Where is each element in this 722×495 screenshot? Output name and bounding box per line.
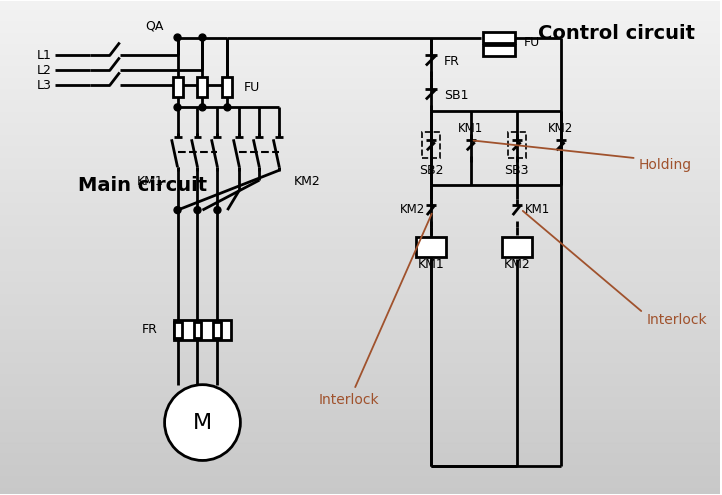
Text: KM2: KM2 (293, 175, 320, 188)
Circle shape (214, 206, 221, 213)
Text: FR: FR (142, 323, 157, 336)
Text: KM2: KM2 (400, 202, 425, 216)
Circle shape (224, 104, 231, 111)
Text: Control circuit: Control circuit (538, 24, 695, 43)
Bar (502, 237, 531, 257)
Text: KM1: KM1 (417, 258, 444, 271)
Text: SB3: SB3 (505, 164, 529, 177)
Text: KM1: KM1 (525, 202, 550, 216)
Text: Main circuit: Main circuit (78, 176, 207, 195)
Text: Interlock: Interlock (646, 313, 707, 327)
Circle shape (194, 206, 201, 213)
Text: FR: FR (444, 55, 460, 68)
Text: SB1: SB1 (444, 89, 469, 102)
Text: L3: L3 (37, 79, 52, 92)
Text: KM1: KM1 (458, 122, 484, 135)
Bar (416, 237, 446, 257)
Circle shape (174, 104, 181, 111)
Circle shape (199, 34, 206, 41)
Bar (483, 45, 515, 56)
Text: SB2: SB2 (419, 164, 443, 177)
Bar (483, 32, 515, 43)
Circle shape (199, 104, 206, 111)
Text: L1: L1 (37, 49, 52, 62)
Bar (193, 322, 201, 338)
Text: KM1: KM1 (137, 175, 164, 188)
Circle shape (174, 34, 181, 41)
Text: L2: L2 (37, 64, 52, 77)
Circle shape (174, 206, 181, 213)
Text: FU: FU (523, 36, 540, 49)
Text: QA: QA (145, 19, 164, 32)
Circle shape (165, 385, 240, 460)
Bar (214, 322, 222, 338)
Bar (173, 322, 181, 338)
Text: KM2: KM2 (503, 258, 530, 271)
Text: FU: FU (243, 81, 260, 94)
Text: KM2: KM2 (548, 122, 573, 135)
Bar (173, 77, 183, 98)
Bar (198, 77, 207, 98)
Bar (508, 132, 526, 158)
Text: M: M (193, 412, 212, 433)
Text: Holding: Holding (638, 158, 692, 172)
Bar (422, 132, 440, 158)
Bar (222, 77, 232, 98)
Bar (173, 320, 232, 340)
Text: Interlock: Interlock (319, 393, 380, 406)
